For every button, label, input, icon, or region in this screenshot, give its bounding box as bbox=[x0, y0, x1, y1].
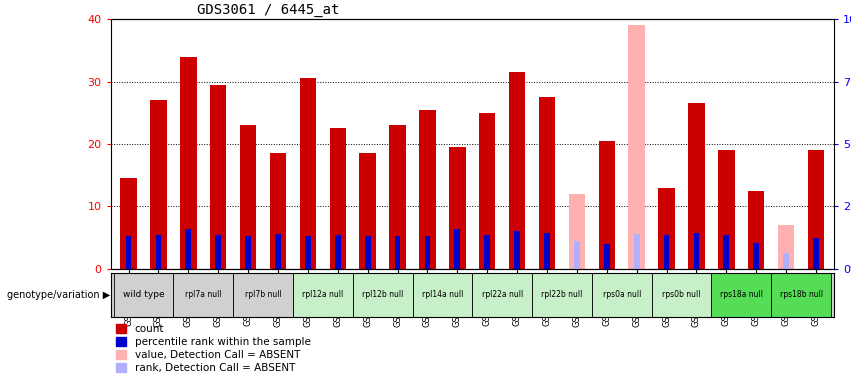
Text: rpl22a null: rpl22a null bbox=[482, 290, 523, 299]
Bar bbox=[233, 273, 293, 317]
Bar bbox=[365, 237, 370, 269]
Bar bbox=[568, 194, 585, 269]
Bar bbox=[509, 72, 525, 269]
Bar bbox=[353, 273, 413, 317]
Bar bbox=[156, 235, 162, 269]
Bar bbox=[574, 242, 580, 269]
Bar bbox=[753, 243, 759, 269]
Bar bbox=[114, 273, 174, 317]
Bar bbox=[634, 234, 640, 269]
Bar bbox=[240, 125, 256, 269]
Bar bbox=[335, 235, 340, 269]
Bar bbox=[245, 237, 251, 269]
Bar bbox=[598, 141, 615, 269]
Bar bbox=[723, 235, 729, 269]
Bar bbox=[174, 273, 233, 317]
Text: wild type: wild type bbox=[123, 290, 164, 299]
Bar bbox=[293, 273, 353, 317]
Bar bbox=[814, 238, 819, 269]
Bar bbox=[664, 235, 670, 269]
Bar bbox=[629, 25, 645, 269]
Bar bbox=[659, 188, 675, 269]
Bar bbox=[544, 233, 550, 269]
Bar bbox=[711, 273, 771, 317]
Bar bbox=[210, 85, 226, 269]
Bar bbox=[413, 273, 472, 317]
Text: rps0b null: rps0b null bbox=[662, 290, 700, 299]
Text: rpl12b null: rpl12b null bbox=[362, 290, 403, 299]
Bar bbox=[591, 273, 652, 317]
Text: rpl14a null: rpl14a null bbox=[422, 290, 463, 299]
Bar bbox=[186, 229, 191, 269]
Text: rps18a null: rps18a null bbox=[720, 290, 762, 299]
Text: rpl7b null: rpl7b null bbox=[245, 290, 282, 299]
Bar bbox=[420, 110, 436, 269]
Bar bbox=[688, 103, 705, 269]
Bar bbox=[718, 150, 734, 269]
Bar bbox=[120, 178, 137, 269]
Bar bbox=[514, 231, 520, 269]
Bar bbox=[329, 128, 346, 269]
Bar bbox=[395, 237, 401, 269]
Text: genotype/variation ▶: genotype/variation ▶ bbox=[7, 290, 110, 300]
Bar bbox=[778, 225, 794, 269]
Bar bbox=[479, 113, 495, 269]
Bar bbox=[539, 97, 555, 269]
Bar bbox=[300, 78, 316, 269]
Bar bbox=[359, 153, 376, 269]
Bar bbox=[484, 235, 490, 269]
Text: rpl22b null: rpl22b null bbox=[541, 290, 583, 299]
Bar bbox=[532, 273, 591, 317]
Bar bbox=[783, 253, 789, 269]
Bar bbox=[305, 237, 311, 269]
Bar bbox=[454, 229, 460, 269]
Bar bbox=[215, 235, 221, 269]
Bar bbox=[425, 237, 431, 269]
Bar bbox=[126, 237, 131, 269]
Bar bbox=[748, 191, 764, 269]
Text: rps18b null: rps18b null bbox=[780, 290, 823, 299]
Text: rpl7a null: rpl7a null bbox=[185, 290, 221, 299]
Text: rps0a null: rps0a null bbox=[603, 290, 641, 299]
Text: rpl12a null: rpl12a null bbox=[302, 290, 344, 299]
Bar bbox=[390, 125, 406, 269]
Bar bbox=[652, 273, 711, 317]
Text: GDS3061 / 6445_at: GDS3061 / 6445_at bbox=[197, 3, 340, 17]
Bar bbox=[604, 244, 609, 269]
Bar bbox=[275, 234, 281, 269]
Bar bbox=[694, 233, 700, 269]
Legend: count, percentile rank within the sample, value, Detection Call = ABSENT, rank, : count, percentile rank within the sample… bbox=[116, 324, 311, 373]
Bar bbox=[771, 273, 831, 317]
Bar bbox=[270, 153, 286, 269]
Bar bbox=[472, 273, 532, 317]
Bar bbox=[151, 100, 167, 269]
Bar bbox=[449, 147, 465, 269]
Bar bbox=[180, 57, 197, 269]
Bar bbox=[808, 150, 825, 269]
